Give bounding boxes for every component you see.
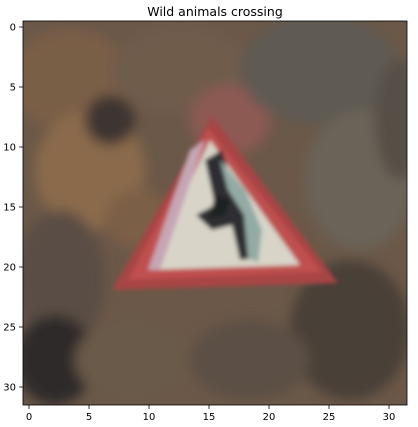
y-tick-label: 5 [10,83,16,94]
sign-image [23,21,407,405]
y-tick-label: 30 [3,383,16,394]
y-tick-label: 10 [3,143,16,154]
y-tick-label: 25 [3,323,16,334]
y-tick-label: 0 [10,23,16,34]
x-tick-label: 20 [263,412,276,423]
x-tick-label: 5 [86,412,92,423]
x-tick-label: 25 [323,412,336,423]
x-tick-label: 30 [383,412,396,423]
x-tick-label: 0 [26,412,32,423]
y-axis: 0 5 10 15 20 25 30 [3,23,23,394]
x-axis: 0 5 10 15 20 25 30 [26,405,396,423]
x-tick-label: 15 [203,412,216,423]
plot-title: Wild animals crossing [147,4,283,19]
y-tick-label: 15 [3,203,16,214]
x-tick-label: 10 [143,412,156,423]
warning-sign [112,116,338,290]
axes-frame [22,20,408,406]
y-tick-label: 20 [3,263,16,274]
